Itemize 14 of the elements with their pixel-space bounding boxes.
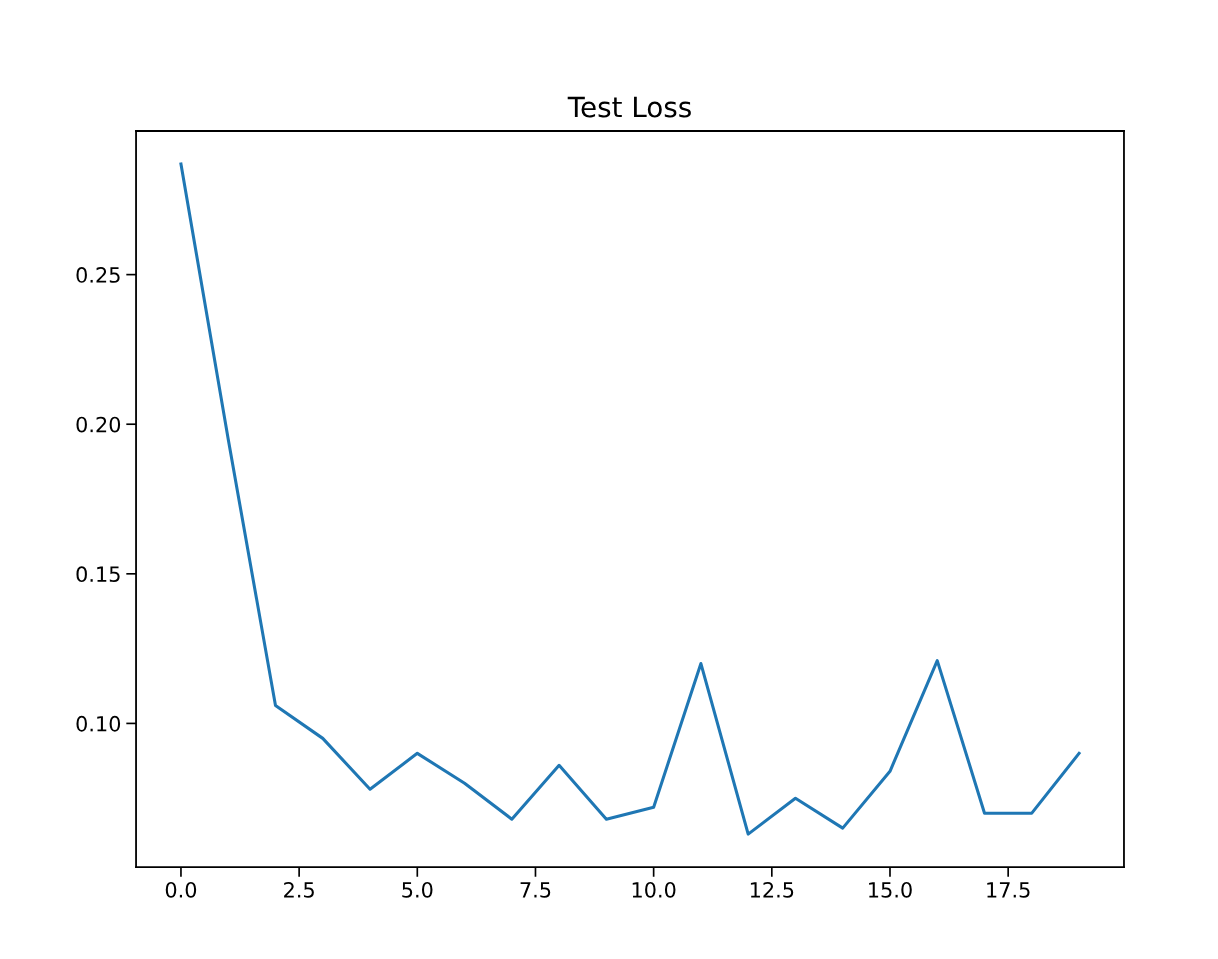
x-tick-label: 10.0 bbox=[632, 881, 676, 898]
line-series bbox=[179, 162, 1081, 836]
x-tick-label: 17.5 bbox=[987, 882, 1030, 898]
x-tick-label: 0.0 bbox=[165, 881, 197, 898]
x-tick-label: 12.5 bbox=[750, 881, 794, 898]
x-tick-label: 2.5 bbox=[284, 881, 314, 898]
x-tick-label: 15.0 bbox=[869, 881, 912, 898]
y-tick-label: 0.20 bbox=[76, 416, 121, 433]
y-tick-label: 0.25 bbox=[76, 267, 120, 283]
chart-title: Test Loss bbox=[567, 96, 691, 118]
y-tick-label: 0.10 bbox=[76, 715, 121, 732]
x-tick-label: 5.0 bbox=[402, 881, 433, 898]
x-tick-label: 7.5 bbox=[520, 882, 551, 898]
y-tick-label: 0.15 bbox=[76, 566, 120, 583]
